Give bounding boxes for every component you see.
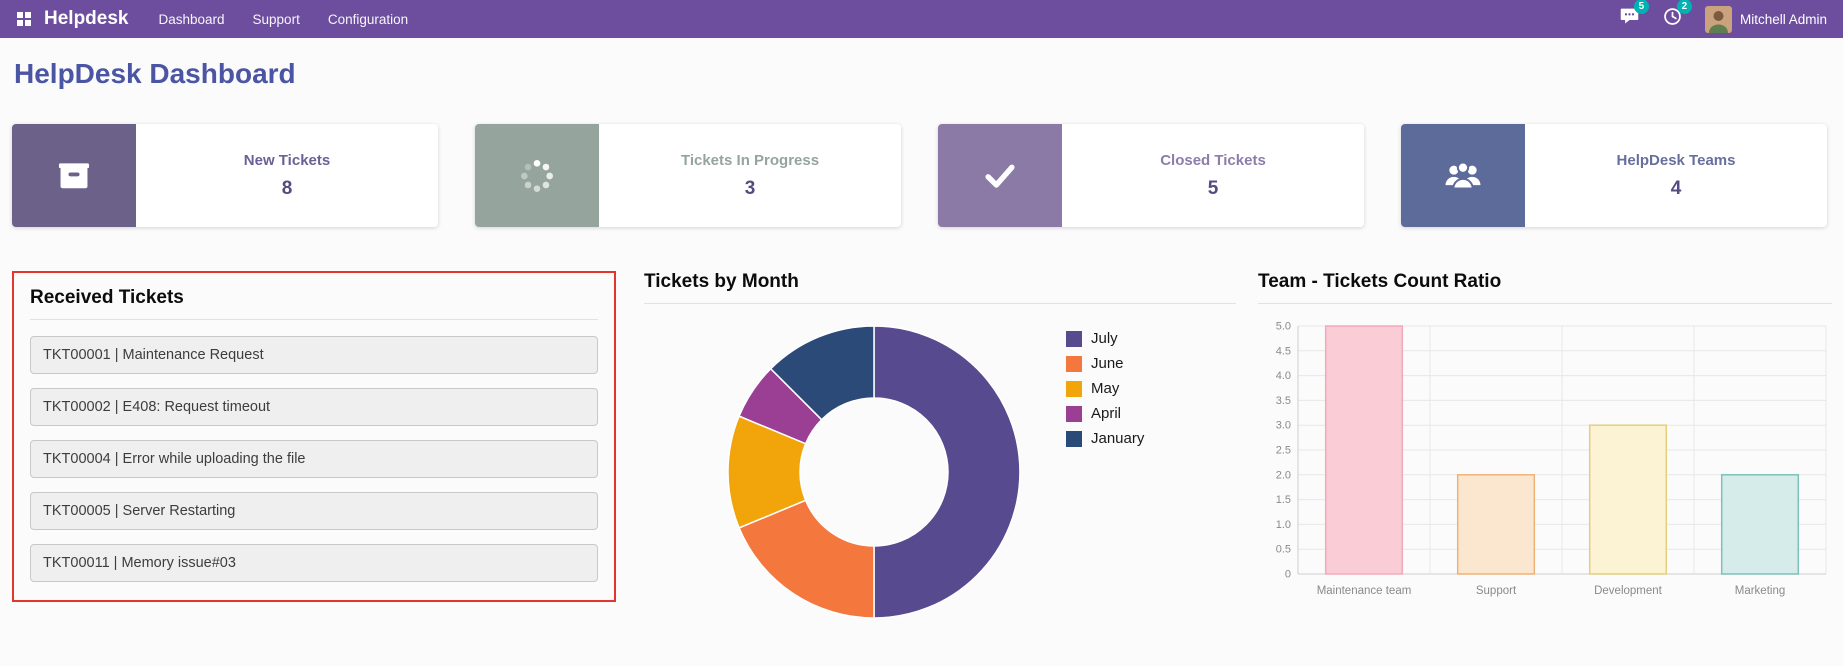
svg-text:2.0: 2.0 bbox=[1276, 469, 1291, 481]
kpi-label: HelpDesk Teams bbox=[1616, 151, 1736, 169]
bar-support[interactable] bbox=[1456, 474, 1536, 575]
page-title: HelpDesk Dashboard bbox=[14, 58, 296, 89]
user-name: Mitchell Admin bbox=[1739, 11, 1827, 27]
legend-label: July bbox=[1091, 330, 1118, 347]
svg-text:2.5: 2.5 bbox=[1276, 445, 1291, 457]
users-icon bbox=[1401, 124, 1525, 227]
activity-badge: 2 bbox=[1676, 0, 1692, 14]
list-item[interactable]: TKT00004 | Error while uploading the fil… bbox=[30, 440, 598, 478]
kpi-value: 5 bbox=[1207, 177, 1219, 199]
svg-text:5.0: 5.0 bbox=[1276, 321, 1291, 333]
messages-badge: 5 bbox=[1633, 0, 1649, 14]
legend-label: May bbox=[1091, 380, 1120, 397]
app-name[interactable]: Helpdesk bbox=[44, 8, 129, 29]
donut-slice-january[interactable] bbox=[769, 325, 875, 421]
svg-text:Development: Development bbox=[1594, 585, 1663, 597]
legend-item-january[interactable]: January bbox=[1066, 430, 1144, 447]
kpi-value: 8 bbox=[281, 177, 293, 199]
svg-text:4.0: 4.0 bbox=[1276, 370, 1291, 382]
legend-item-july[interactable]: July bbox=[1066, 330, 1144, 347]
nav-item-support[interactable]: Support bbox=[252, 11, 300, 27]
clock-icon bbox=[1662, 6, 1683, 32]
legend-swatch bbox=[1066, 405, 1082, 422]
user-menu[interactable]: Mitchell Admin bbox=[1704, 5, 1827, 33]
received-tickets-section: Received Tickets TKT00001 | Maintenance … bbox=[12, 271, 616, 602]
legend-swatch bbox=[1066, 380, 1082, 397]
legend-swatch bbox=[1066, 330, 1082, 347]
legend-item-may[interactable]: May bbox=[1066, 380, 1144, 397]
svg-text:3.5: 3.5 bbox=[1276, 395, 1291, 407]
messages-button[interactable]: 5 bbox=[1619, 0, 1649, 32]
kpi-card-tickets-in-progress[interactable]: Tickets In Progress 3 bbox=[475, 124, 901, 227]
kpi-label: Closed Tickets bbox=[1160, 151, 1266, 169]
nav-item-configuration[interactable]: Configuration bbox=[327, 11, 409, 27]
activity-button[interactable]: 2 bbox=[1662, 0, 1692, 32]
tickets-by-month-section: Tickets by Month July June May April January bbox=[644, 271, 1236, 627]
avatar bbox=[1704, 5, 1732, 33]
legend-swatch bbox=[1066, 430, 1082, 447]
apps-menu-icon[interactable] bbox=[16, 11, 32, 27]
donut-legend: July June May April January bbox=[1066, 330, 1144, 627]
inbox-icon bbox=[12, 124, 136, 227]
list-item[interactable]: TKT00011 | Memory issue#03 bbox=[30, 544, 598, 582]
kpi-value: 4 bbox=[1670, 177, 1682, 199]
donut-chart[interactable] bbox=[724, 322, 1024, 627]
team-ratio-title: Team - Tickets Count Ratio bbox=[1258, 271, 1832, 304]
list-item[interactable]: TKT00002 | E408: Request timeout bbox=[30, 388, 598, 426]
svg-text:1.5: 1.5 bbox=[1276, 494, 1291, 506]
top-navbar: Helpdesk Dashboard Support Configuration… bbox=[0, 0, 1843, 38]
legend-item-june[interactable]: June bbox=[1066, 355, 1144, 372]
bar-maintenance-team[interactable] bbox=[1324, 325, 1404, 575]
donut-slice-june[interactable] bbox=[738, 499, 875, 619]
team-ratio-section: Team - Tickets Count Ratio 0 0.5 1.0 1.5 2.0… bbox=[1258, 271, 1832, 615]
svg-text:4.5: 4.5 bbox=[1276, 345, 1291, 357]
legend-swatch bbox=[1066, 355, 1082, 372]
legend-item-april[interactable]: April bbox=[1066, 405, 1144, 422]
svg-text:0: 0 bbox=[1285, 569, 1291, 581]
svg-text:1.0: 1.0 bbox=[1276, 519, 1291, 531]
bar-development[interactable] bbox=[1588, 424, 1668, 575]
content-row: Received Tickets TKT00001 | Maintenance … bbox=[12, 271, 1832, 627]
kpi-label: New Tickets bbox=[243, 151, 331, 169]
nav-item-dashboard[interactable]: Dashboard bbox=[158, 11, 225, 27]
list-item[interactable]: TKT00005 | Server Restarting bbox=[30, 492, 598, 530]
bar-marketing[interactable] bbox=[1720, 474, 1800, 575]
svg-text:Maintenance team: Maintenance team bbox=[1317, 585, 1412, 597]
kpi-card-helpdesk-teams[interactable]: HelpDesk Teams 4 bbox=[1401, 124, 1827, 227]
list-item[interactable]: TKT00001 | Maintenance Request bbox=[30, 336, 598, 374]
received-tickets-title: Received Tickets bbox=[30, 287, 598, 320]
kpi-label: Tickets In Progress bbox=[680, 151, 820, 169]
svg-text:Support: Support bbox=[1476, 585, 1517, 597]
kpi-card-new-tickets[interactable]: New Tickets 8 bbox=[12, 124, 438, 227]
svg-text:3.0: 3.0 bbox=[1276, 420, 1291, 432]
chat-icon bbox=[1619, 6, 1640, 32]
spinner-icon bbox=[475, 124, 599, 227]
tickets-by-month-title: Tickets by Month bbox=[644, 271, 1236, 304]
kpi-row: New Tickets 8 Tickets In Progress 3 Clos… bbox=[12, 124, 1827, 227]
svg-text:Marketing: Marketing bbox=[1735, 585, 1786, 597]
donut-slice-july[interactable] bbox=[873, 325, 1021, 619]
check-icon bbox=[938, 124, 1062, 227]
legend-label: April bbox=[1091, 405, 1122, 422]
received-tickets-list: TKT00001 | Maintenance Request TKT00002 |… bbox=[30, 336, 598, 582]
svg-text:0.5: 0.5 bbox=[1276, 544, 1291, 556]
kpi-value: 3 bbox=[744, 177, 756, 199]
legend-label: January bbox=[1091, 430, 1145, 447]
legend-label: June bbox=[1091, 355, 1124, 372]
kpi-card-closed-tickets[interactable]: Closed Tickets 5 bbox=[938, 124, 1364, 227]
bar-chart[interactable]: 0 0.5 1.0 1.5 2.0 2.5 3.0 3.5 4.0 4.5 5.0 Maintenan… bbox=[1258, 314, 1832, 615]
